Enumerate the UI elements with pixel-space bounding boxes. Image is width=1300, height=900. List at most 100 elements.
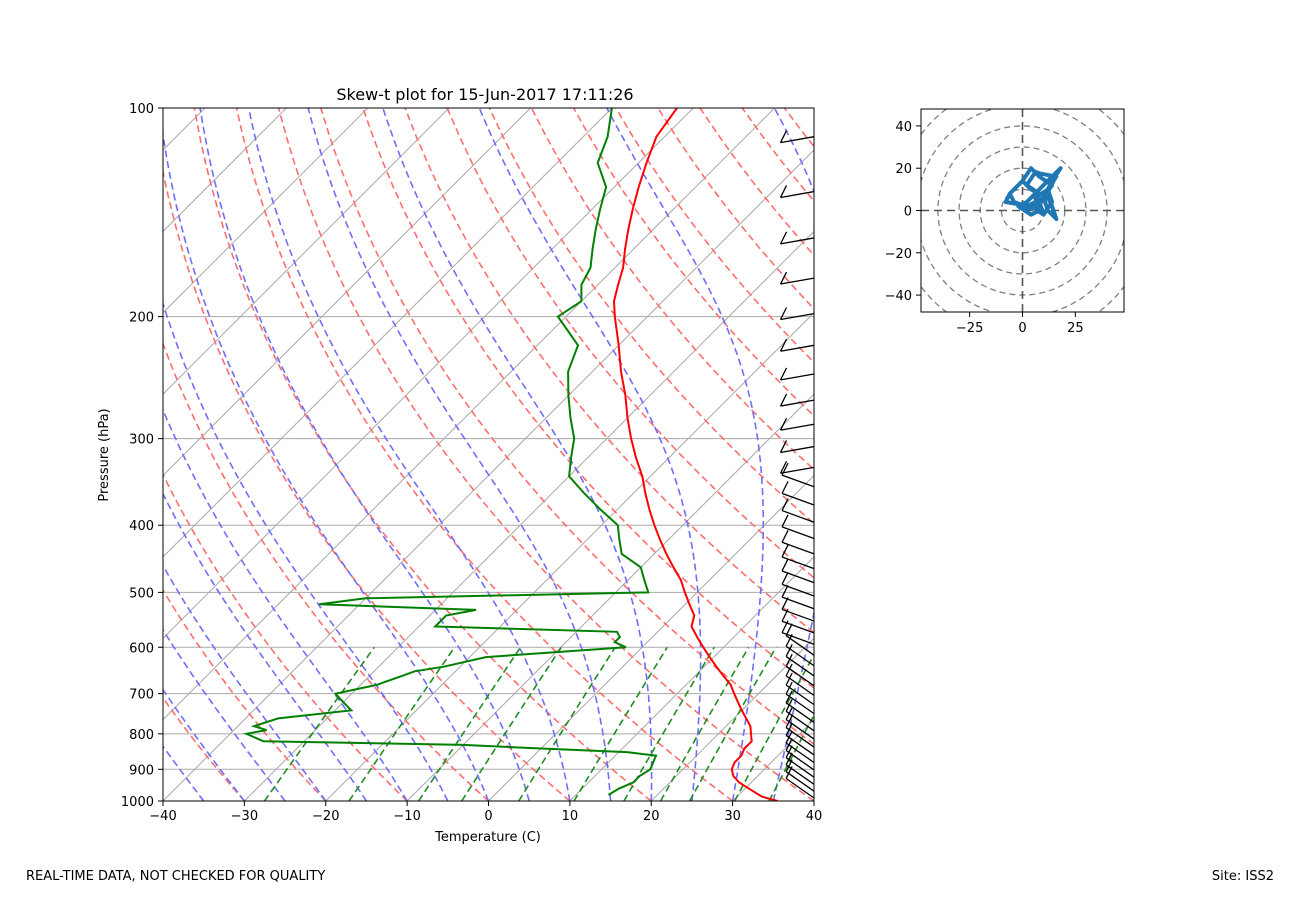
wind-barb-staff — [785, 665, 815, 687]
hodograph-y-ticks: 40 20 0 −20 −40 — [885, 120, 921, 304]
x-tick-label: 10 — [562, 809, 579, 824]
wind-barb — [779, 130, 815, 144]
wind-barb-flag — [779, 338, 788, 352]
wind-barb-staff — [785, 734, 815, 756]
moist-adiabat-line — [247, 108, 571, 801]
wind-barb-staff — [785, 702, 815, 723]
temperature-profile-line — [612, 108, 778, 801]
moist-adiabat-line — [163, 128, 490, 801]
wind-barb-flag — [779, 393, 788, 407]
wind-barb-flag — [779, 130, 788, 143]
isotherm-line — [650, 637, 814, 801]
x-tick-label: 20 — [643, 809, 660, 824]
isotherm-line — [163, 108, 531, 477]
wind-barb-staff — [780, 312, 815, 321]
mixing-ratio-line — [688, 646, 777, 801]
wind-barb-staff — [781, 596, 815, 610]
x-tick-label: −20 — [312, 809, 339, 824]
dry-adiabat-line — [953, 108, 1300, 801]
dry-adiabat-line — [530, 108, 814, 471]
mixing-ratio-lines — [263, 646, 814, 801]
y-tick-label: 100 — [129, 102, 154, 117]
wind-barb-staff — [785, 675, 815, 696]
wind-barb-flag — [781, 572, 789, 585]
quality-disclaimer: REAL-TIME DATA, NOT CHECKED FOR QUALITY — [26, 869, 326, 884]
dry-adiabat-line — [446, 108, 814, 579]
x-axis-label: Temperature (C) — [434, 830, 541, 845]
dry-adiabat-line — [615, 108, 814, 364]
wind-barb-staff — [785, 777, 815, 799]
wind-barb — [779, 440, 815, 454]
wind-barb — [785, 644, 815, 677]
isotherm-line — [244, 230, 814, 801]
moist-adiabat-line — [163, 688, 246, 801]
mixing-ratio-line — [461, 646, 562, 801]
wind-barb-staff — [780, 237, 815, 245]
moist-adiabat-line — [163, 628, 286, 801]
isobar-gridlines — [163, 108, 814, 801]
y-tick-label: 800 — [129, 728, 154, 743]
wind-barb-flag — [781, 584, 789, 598]
hodograph-axis-lines — [921, 109, 1124, 312]
x-tick-label: −10 — [393, 809, 420, 824]
wind-barb-flag — [779, 231, 788, 245]
hodograph-y-tick-label: 0 — [904, 205, 912, 220]
wind-barb-flag — [785, 623, 793, 636]
dry-adiabat-line — [235, 108, 734, 801]
wind-barb-staff — [785, 742, 815, 764]
dry-adiabat-line — [320, 108, 814, 746]
wind-barb-flag — [781, 529, 789, 543]
wind-barb — [781, 584, 815, 610]
wind-barb-staff — [785, 757, 815, 778]
y-tick-label: 300 — [129, 433, 154, 448]
skewt-chart: Skew-t plot for 15-Jun-2017 17:11:26 −40… — [97, 85, 1300, 845]
wind-barb-flag — [785, 752, 793, 766]
wind-barb — [785, 654, 815, 687]
mixing-ratio-line — [263, 646, 375, 801]
moist-adiabat-line — [478, 108, 702, 801]
wind-barb — [781, 498, 815, 523]
wind-barb-staff — [781, 556, 815, 570]
wind-barb-staff — [781, 620, 815, 634]
dry-adiabat-line — [404, 108, 814, 634]
isotherm-line — [163, 108, 287, 233]
isotherm-lines — [163, 108, 814, 801]
wind-barb-flag — [779, 271, 788, 285]
dry-adiabat-line — [362, 108, 814, 689]
dewpoint-profile-line — [243, 108, 658, 796]
wind-barb-flag — [779, 367, 788, 381]
wind-barb-staff — [781, 570, 815, 584]
wind-barb-staff — [780, 190, 815, 199]
mixing-ratio-line — [518, 646, 616, 801]
hodograph-y-tick-label: 20 — [895, 162, 912, 177]
wind-barb-flag — [779, 460, 788, 474]
wind-barb-staff — [781, 608, 815, 622]
dry-adiabat-line — [277, 108, 814, 801]
wind-barbs — [779, 130, 815, 799]
wind-barb-flag — [785, 663, 793, 677]
wind-barb — [785, 681, 815, 715]
hodograph-y-tick-label: −40 — [885, 289, 912, 304]
wind-barb — [779, 460, 815, 474]
wind-barb-staff — [780, 466, 815, 474]
wind-barb-staff — [785, 684, 815, 706]
wind-barb — [781, 514, 815, 540]
isotherm-line — [163, 108, 369, 314]
hodograph-ring — [958, 146, 1087, 275]
dry-adiabat-line — [573, 108, 814, 417]
dry-adiabat-line — [163, 472, 408, 801]
wind-barb-staff — [780, 445, 815, 454]
isotherm-line — [163, 108, 450, 395]
wind-barb — [781, 481, 815, 506]
wind-barb-staff — [781, 583, 815, 597]
isotherm-line — [732, 718, 814, 801]
dry-adiabat-line — [911, 108, 1300, 801]
dry-adiabat-line — [193, 108, 652, 801]
x-tick-label: −40 — [149, 809, 176, 824]
hodograph-x-tick-label: −25 — [956, 321, 983, 336]
wind-barb-staff — [780, 344, 815, 352]
dry-adiabat-line — [741, 108, 814, 203]
wind-barb — [779, 393, 815, 407]
moist-adiabat-line — [163, 492, 368, 801]
wind-barb-staff — [785, 635, 815, 656]
